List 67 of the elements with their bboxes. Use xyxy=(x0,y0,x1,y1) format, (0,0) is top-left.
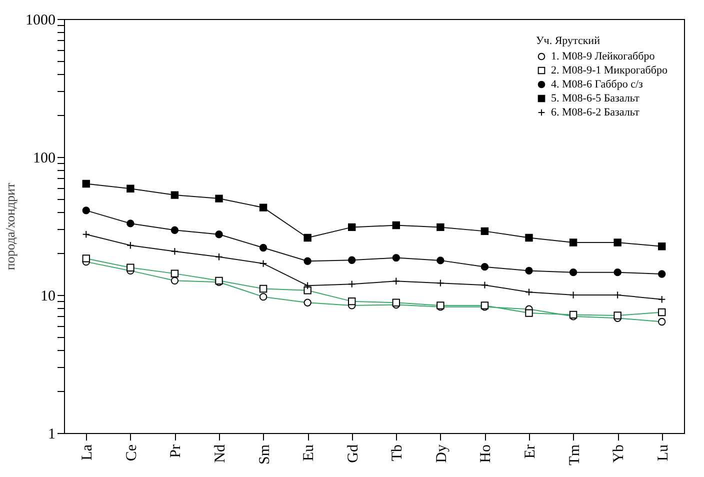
point xyxy=(259,244,268,252)
legend-label: 4. M08-6 Габбро с/з xyxy=(551,78,643,90)
point xyxy=(304,234,312,242)
point xyxy=(614,291,622,299)
point xyxy=(436,279,444,287)
y-tick-label: 10 xyxy=(40,288,56,304)
x-tick-label: Er xyxy=(522,444,538,459)
legend-label: 5. M08-6-5 Базальт xyxy=(551,92,640,104)
point xyxy=(82,180,90,188)
point xyxy=(480,262,489,271)
point xyxy=(348,280,356,288)
point xyxy=(215,194,223,202)
point xyxy=(436,223,444,232)
legend-label: 6. M08-6-2 Базальт xyxy=(551,106,640,118)
x-tick-label: Dy xyxy=(434,444,450,463)
point xyxy=(392,254,400,262)
point xyxy=(126,241,134,250)
point xyxy=(614,238,622,246)
x-tick-label: Tm xyxy=(566,444,583,466)
point xyxy=(304,257,312,265)
x-tick-label: Sm xyxy=(256,444,273,465)
y-tick-label: 100 xyxy=(33,150,56,166)
point xyxy=(126,220,134,228)
point xyxy=(480,281,489,289)
x-tick-label: Tb xyxy=(390,444,406,462)
point xyxy=(658,270,666,278)
point xyxy=(170,226,179,234)
point xyxy=(569,238,578,246)
point xyxy=(259,204,268,212)
point xyxy=(525,234,533,242)
point xyxy=(82,206,90,214)
y-tick-label: 1000 xyxy=(26,12,56,28)
x-tick-label: Yb xyxy=(611,444,628,463)
point xyxy=(480,227,489,236)
y-axis-title: порода/хондрит xyxy=(2,182,18,270)
point xyxy=(348,256,356,264)
point xyxy=(614,268,622,276)
point xyxy=(525,266,533,275)
x-tick-label: Gd xyxy=(345,444,362,463)
x-tick-label: Nd xyxy=(212,444,228,463)
y-tick-label: 1 xyxy=(48,426,56,442)
legend-title: Уч. Ярутский xyxy=(536,35,600,47)
point xyxy=(126,184,134,192)
point xyxy=(304,282,312,290)
point xyxy=(215,252,223,261)
point xyxy=(170,248,179,256)
point xyxy=(392,221,400,230)
point xyxy=(436,256,444,264)
point xyxy=(215,230,223,238)
point xyxy=(392,277,400,286)
point xyxy=(525,288,533,296)
point xyxy=(569,268,578,276)
point xyxy=(569,291,578,299)
x-tick-label: Ho xyxy=(478,444,494,463)
point xyxy=(82,230,90,238)
x-tick-label: Eu xyxy=(301,444,318,462)
point xyxy=(658,242,666,250)
x-tick-label: Lu xyxy=(655,444,672,462)
legend-label: 1. M08-9 Лейкогаббро xyxy=(551,50,656,62)
x-tick-label: La xyxy=(80,444,96,460)
legend-label: 2. M08-9-1 Микрогаббро xyxy=(551,64,668,76)
x-tick-label: Pr xyxy=(168,444,184,458)
x-tick-label: Ce xyxy=(124,444,140,462)
point xyxy=(658,295,666,304)
point xyxy=(259,260,268,268)
point xyxy=(170,191,179,199)
point xyxy=(348,223,356,232)
